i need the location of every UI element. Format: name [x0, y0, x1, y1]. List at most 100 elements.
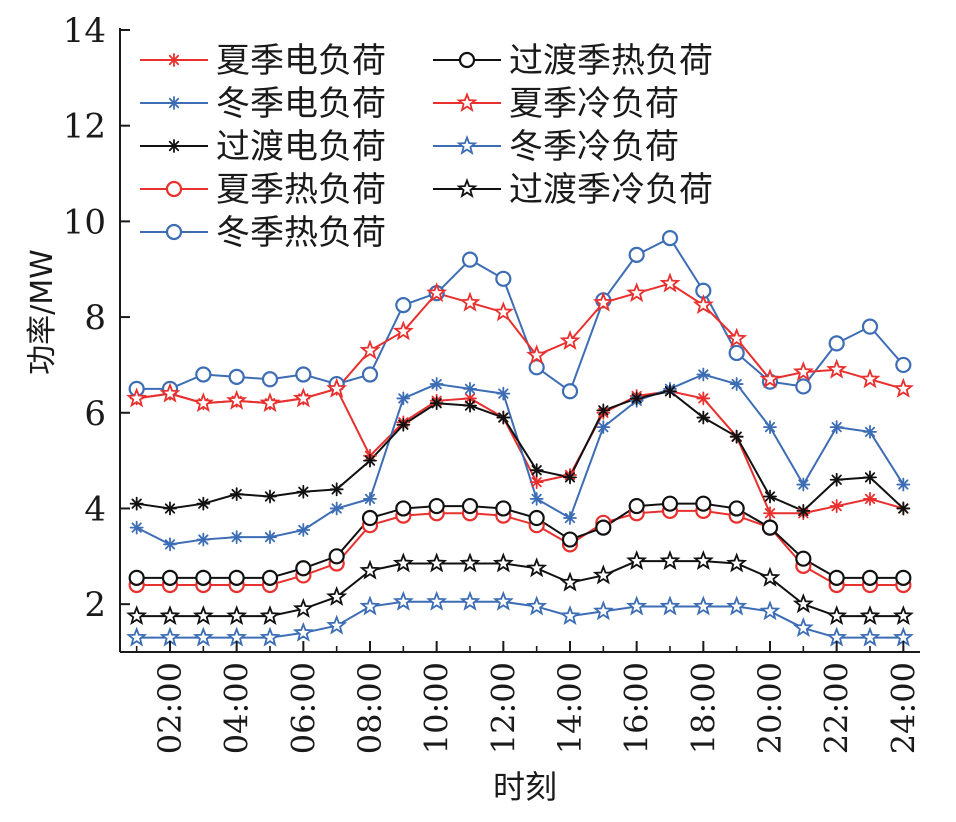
data-point-s7-21: [792, 361, 814, 382]
data-point-s7-1: [126, 387, 148, 408]
data-point-s9-6: [292, 597, 314, 618]
data-point-s3-13: [529, 463, 544, 478]
data-point-s7-24: [892, 377, 914, 398]
legend-item-5: 冬季热负荷: [140, 213, 386, 253]
data-point-s1-20: [763, 506, 777, 521]
data-point-s2-11: [463, 381, 477, 396]
legend-item-9: 过渡季冷负荷: [433, 170, 713, 210]
data-point-s9-3: [192, 605, 214, 626]
data-point-s3-9: [396, 417, 411, 432]
data-point-s3-21: [796, 503, 811, 518]
data-point-s7-18: [692, 294, 714, 315]
data-point-s3-17: [663, 384, 677, 399]
data-point-s3-16: [629, 391, 644, 406]
data-point-s8-7: [326, 614, 348, 635]
data-point-s2-21: [796, 477, 811, 492]
data-point-s8-13: [526, 595, 548, 616]
legend-item-2: 冬季电负荷: [140, 84, 386, 124]
axes: [119, 28, 920, 653]
data-point-s6-2: [161, 569, 179, 586]
x-tick-label: 10:00: [418, 662, 456, 754]
x-tick-label: 12:00: [484, 662, 522, 754]
data-point-s1-23: [863, 491, 877, 506]
data-point-s5-6: [295, 366, 312, 383]
data-point-s5-13: [528, 359, 545, 376]
y-tick-label: 4: [84, 489, 106, 529]
data-point-s6-16: [628, 497, 645, 515]
x-tick-label: 08:00: [351, 662, 389, 754]
data-point-s2-13: [529, 491, 544, 506]
x-tick-label: 04:00: [218, 662, 256, 754]
data-point-s9-24: [892, 605, 914, 626]
legend-label: 夏季电负荷: [216, 41, 386, 81]
data-point-s3-2: [163, 501, 177, 516]
data-point-s7-7: [326, 377, 348, 398]
data-point-s8-6: [292, 621, 314, 642]
data-point-s7-12: [492, 301, 514, 322]
data-point-s3-3: [196, 496, 211, 511]
data-point-s2-19: [729, 377, 744, 391]
legend-label: 冬季冷负荷: [509, 127, 679, 167]
data-point-s8-16: [626, 595, 648, 616]
series-line-5: [136, 237, 905, 393]
legend-label: 夏季热负荷: [216, 170, 386, 210]
data-point-s6-3: [195, 569, 212, 586]
data-point-s7-16: [626, 282, 648, 303]
data-point-s6-22: [828, 569, 845, 586]
data-point-s7-22: [826, 358, 848, 379]
data-point-s7-15: [592, 291, 614, 312]
legend-item-3: 过渡电负荷: [140, 127, 386, 167]
data-point-s2-23: [863, 425, 877, 439]
legend-label: 过渡电负荷: [216, 127, 386, 167]
data-point-s8-3: [192, 626, 214, 647]
data-point-s7-5: [259, 392, 281, 413]
data-point-s8-19: [726, 595, 748, 616]
data-point-s6-15: [595, 519, 612, 536]
data-point-s8-21: [792, 617, 814, 638]
data-point-s2-8: [363, 491, 377, 506]
data-point-s2-3: [196, 532, 211, 547]
data-point-s8-1: [126, 626, 148, 647]
data-point-s1-13: [529, 475, 544, 490]
data-point-s8-23: [859, 626, 881, 647]
data-point-s2-7: [329, 501, 344, 516]
data-point-s3-11: [463, 398, 477, 413]
data-point-s9-20: [759, 566, 781, 587]
data-point-s7-23: [859, 368, 881, 389]
data-point-s5-24: [895, 356, 912, 374]
data-point-s7-14: [559, 329, 581, 350]
data-point-s7-17: [659, 272, 681, 293]
data-point-s9-15: [592, 564, 614, 585]
data-point-s1-22: [829, 499, 844, 513]
data-point-s6-21: [795, 550, 812, 567]
legend-marker-8: [456, 134, 478, 155]
data-point-s3-10: [429, 396, 444, 411]
data-point-s6-23: [861, 569, 879, 586]
data-point-s9-9: [392, 552, 414, 573]
data-point-s7-10: [426, 282, 448, 303]
data-point-s5-22: [828, 335, 845, 352]
legend-marker-2: [167, 96, 181, 110]
data-point-s9-21: [792, 593, 814, 614]
data-point-s6-10: [428, 497, 445, 515]
data-point-s5-5: [261, 371, 279, 388]
data-point-s2-2: [163, 537, 177, 552]
data-point-s8-10: [426, 590, 448, 611]
series-line-8: [136, 600, 904, 639]
data-point-s3-15: [596, 403, 611, 418]
data-point-s2-18: [696, 367, 711, 382]
legend-item-7: 夏季冷负荷: [433, 84, 679, 124]
legend-marker-9: [456, 177, 478, 198]
data-point-s2-9: [396, 391, 411, 406]
y-tick-label: 14: [63, 11, 106, 51]
data-point-s2-22: [829, 420, 844, 435]
data-point-s9-8: [359, 559, 381, 580]
data-point-s6-11: [461, 497, 479, 515]
data-point-s9-4: [226, 605, 248, 626]
data-point-s2-15: [596, 420, 611, 435]
data-point-s6-18: [695, 495, 712, 512]
data-point-s7-13: [526, 344, 548, 365]
y-tick-label: 6: [84, 394, 106, 434]
y-tick-label: 10: [63, 202, 106, 242]
